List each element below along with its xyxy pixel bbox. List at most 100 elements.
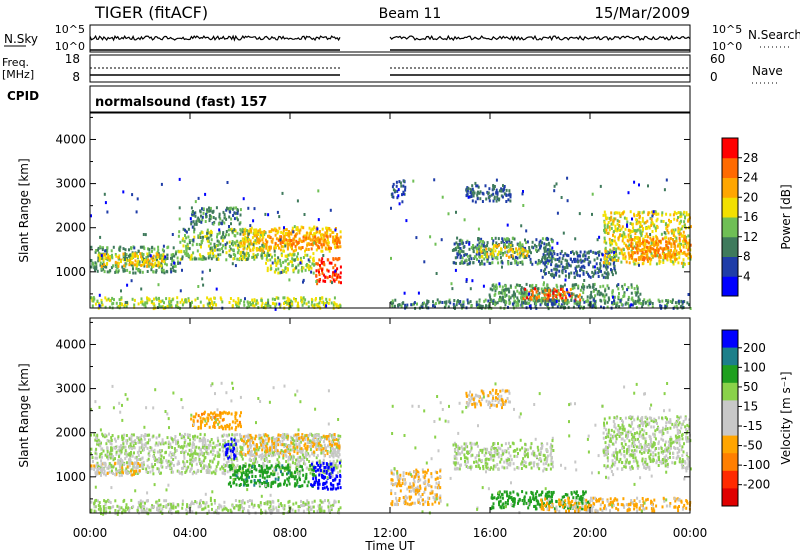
range-cell [652, 222, 654, 226]
range-cell [286, 246, 289, 250]
range-cell [524, 238, 526, 242]
range-cell [244, 258, 247, 262]
range-cell [634, 262, 637, 266]
range-cell [537, 287, 539, 291]
range-cell [502, 189, 505, 193]
radar-title: TIGER (fitACF) [94, 3, 208, 22]
range-cell [303, 213, 306, 216]
range-cell [198, 439, 201, 443]
range-cell [675, 212, 678, 216]
range-cell [665, 244, 668, 247]
range-cell [470, 195, 473, 198]
range-cell [141, 257, 143, 261]
range-cell [333, 468, 336, 472]
range-cell [140, 287, 143, 291]
range-cell [592, 274, 595, 278]
range-cell [538, 261, 541, 265]
range-cell [504, 246, 507, 250]
range-cell [197, 216, 200, 220]
range-cell [153, 247, 156, 251]
range-cell [598, 250, 601, 254]
range-cell [147, 264, 150, 268]
range-cell [293, 267, 296, 271]
range-cell [196, 296, 199, 300]
range-cell [469, 187, 472, 191]
range-cell [646, 250, 649, 253]
range-cell [238, 222, 241, 226]
range-cell [525, 255, 528, 259]
range-cell [633, 262, 636, 266]
range-cell [155, 500, 158, 504]
range-cell [191, 510, 194, 514]
range-cell [226, 241, 229, 245]
range-cell [621, 234, 623, 238]
range-cell [594, 302, 597, 306]
range-cell [170, 502, 173, 506]
range-cell [582, 253, 585, 257]
range-cell [234, 243, 237, 247]
range-cell [669, 251, 672, 255]
range-cell [566, 176, 569, 180]
range-cell [272, 228, 275, 232]
range-cell [326, 450, 329, 453]
range-cell [611, 301, 613, 305]
range-cell [326, 247, 329, 251]
range-cell [681, 302, 684, 306]
range-cell [331, 230, 334, 234]
range-cell [212, 255, 215, 259]
range-cell [653, 241, 656, 245]
range-cell [553, 298, 556, 302]
range-cell [592, 304, 595, 308]
range-cell [434, 305, 436, 309]
range-cell [612, 233, 614, 237]
range-cell [233, 234, 236, 237]
range-cell [170, 299, 173, 303]
range-cell [318, 258, 321, 262]
range-cell [115, 254, 118, 258]
range-cell [164, 257, 167, 261]
range-cell [233, 211, 236, 215]
range-cell [582, 271, 585, 275]
range-cell [184, 252, 187, 256]
colorbar-band [722, 157, 738, 178]
range-cell [283, 269, 286, 273]
range-cell [256, 237, 259, 241]
range-cell [573, 301, 576, 305]
range-cell [327, 301, 330, 305]
range-cell [568, 263, 571, 267]
range-cell [265, 246, 268, 250]
range-cell [669, 237, 672, 240]
range-cell [293, 443, 296, 447]
range-cell [557, 303, 560, 306]
range-cell [603, 301, 606, 305]
range-cell [651, 230, 654, 233]
range-cell [306, 231, 308, 235]
range-cell [133, 303, 136, 307]
range-cell [186, 246, 189, 250]
range-cell [312, 252, 315, 256]
range-cell [445, 301, 448, 305]
range-cell [276, 210, 279, 214]
range-cell [146, 254, 149, 258]
range-cell [480, 250, 483, 254]
range-cell [335, 238, 338, 242]
range-cell [291, 300, 294, 304]
range-cell [206, 302, 209, 306]
range-cell [639, 214, 641, 218]
range-cell [533, 243, 536, 247]
range-cell [255, 230, 258, 233]
range-cell [570, 251, 572, 254]
range-cell [598, 269, 600, 273]
range-cell [193, 305, 196, 309]
range-cell [140, 461, 143, 465]
range-cell [117, 256, 120, 259]
range-cell [304, 455, 307, 459]
range-cell [540, 301, 543, 305]
range-cell [594, 269, 597, 273]
range-cell [325, 226, 328, 230]
range-cell [518, 247, 521, 251]
range-cell [478, 245, 481, 248]
range-cell [172, 259, 175, 263]
range-cell [293, 258, 296, 262]
range-cell [595, 287, 598, 291]
